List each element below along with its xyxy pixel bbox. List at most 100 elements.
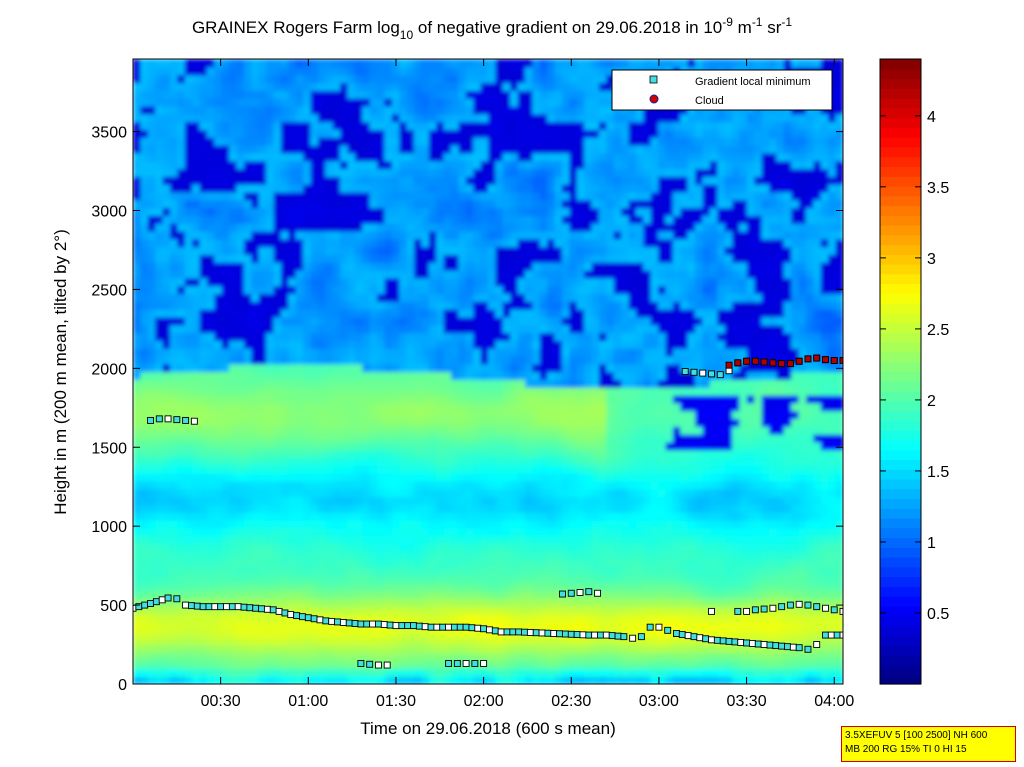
heatmap-cell [561,269,571,279]
heatmap-cell [436,637,445,646]
heatmap-cell [436,332,445,341]
heatmap-cell [214,371,223,381]
heatmap-cell [362,74,371,84]
heatmap-cell [258,316,267,326]
heatmap-cell [280,582,290,591]
heatmap-cell [554,301,563,310]
heatmap-cell [391,332,400,341]
heatmap-cell [406,285,415,295]
heatmap-cell [303,621,312,631]
heatmap-cell [561,418,571,427]
heatmap-cell [488,402,497,412]
heatmap-cell [340,223,349,232]
heatmap-cell [362,652,371,662]
heatmap-cell [473,152,482,162]
heatmap-cell [140,160,149,170]
heatmap-cell [340,449,349,459]
heatmap-cell [303,668,312,677]
heatmap-cell [214,168,223,177]
heatmap-cell [199,137,208,146]
heatmap-cell [532,613,541,623]
heatmap-cell [133,644,142,654]
heatmap-cell [229,348,238,357]
heatmap-cell [317,316,326,326]
heatmap-cell [384,215,393,224]
heatmap-cell [177,480,186,490]
heatmap-cell [325,465,334,474]
heatmap-cell [310,394,319,404]
heatmap-cell [532,152,541,162]
heatmap-cell [576,90,585,99]
heatmap-cell [192,98,201,107]
heatmap-cell [547,613,556,623]
heatmap-cell [377,168,386,177]
heatmap-cell [133,535,142,545]
heatmap-cell [524,394,534,404]
heatmap-cell [561,285,571,295]
heatmap-cell [451,426,460,435]
heatmap-cell [473,254,482,263]
heatmap-cell [458,371,467,381]
heatmap-cell [288,543,297,552]
heatmap-cell [436,394,445,404]
heatmap-cell [258,285,267,295]
heatmap-cell [458,488,467,498]
heatmap-cell [547,543,556,552]
heatmap-cell [458,543,467,552]
heatmap-cell [184,184,193,193]
heatmap-cell [569,332,578,341]
heatmap-cell [465,152,474,162]
heatmap-cell [147,590,156,599]
heatmap-cell [303,457,312,466]
heatmap-cell [177,332,186,341]
heatmap-cell [547,559,556,568]
heatmap-cell [251,199,260,209]
heatmap-cell [510,285,519,295]
heatmap-cell [458,590,467,599]
heatmap-cell [502,434,511,443]
heatmap-cell [206,277,216,287]
heatmap-cell [384,644,393,654]
heatmap-cell [214,402,223,412]
heatmap-cell [310,176,319,185]
heatmap-cell [347,371,356,381]
heatmap-cell [243,269,253,279]
heatmap-cell [347,582,356,591]
heatmap-cell [162,293,171,302]
heatmap-cell [317,449,326,459]
heatmap-cell [258,82,267,91]
heatmap-cell [133,504,142,513]
heatmap-cell [532,590,541,599]
heatmap-cell [369,348,378,357]
heatmap-cell [206,621,216,631]
heatmap-cell [451,527,460,537]
heatmap-cell [532,379,541,388]
heatmap-cell [436,418,445,427]
heatmap-cell [229,644,238,654]
heatmap-cell [140,74,149,84]
heatmap-cell [480,277,489,287]
heatmap-cell [369,129,378,138]
heatmap-cell [251,160,260,170]
heatmap-cell [384,207,393,216]
heatmap-cell [147,496,156,506]
heatmap-cell [266,98,275,107]
heatmap-cell [214,246,223,256]
heatmap-cell [451,113,460,123]
heatmap-cell [443,340,452,349]
heatmap-cell [517,238,526,248]
heatmap-cell [495,207,504,216]
heatmap-cell [229,144,238,154]
heatmap-cell [214,488,223,498]
heatmap-cell [199,223,208,232]
heatmap-cell [399,199,408,209]
heatmap-cell [325,496,334,506]
heatmap-cell [325,629,334,638]
heatmap-cell [443,496,452,506]
heatmap-cell [340,59,349,68]
heatmap-cell [340,512,349,521]
heatmap-cell [547,246,556,256]
heatmap-cell [206,473,216,482]
heatmap-cell [561,184,571,193]
heatmap-cell [288,605,297,615]
